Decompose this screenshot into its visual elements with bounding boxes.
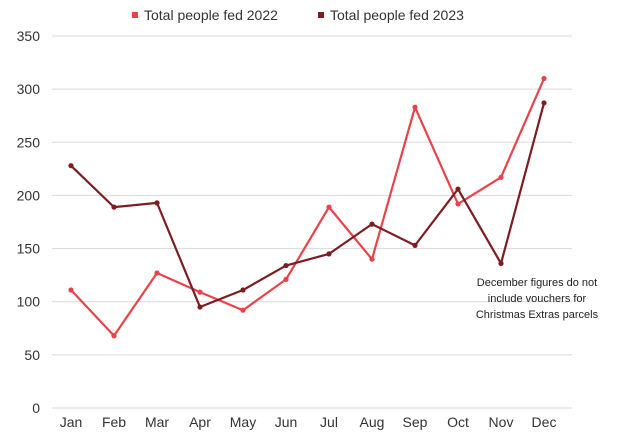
legend-label: Total people fed 2022 — [144, 7, 278, 23]
data-point — [283, 262, 289, 269]
data-point — [111, 204, 117, 210]
data-point — [197, 304, 203, 310]
data-point — [412, 104, 418, 110]
gridlines — [52, 35, 572, 409]
y-tick-label: 250 — [17, 134, 41, 150]
x-tick-label: Jan — [60, 414, 83, 430]
data-point — [240, 307, 246, 313]
y-tick-label: 200 — [17, 187, 41, 203]
data-point — [68, 287, 74, 293]
data-point — [498, 260, 504, 267]
data-point — [240, 287, 246, 293]
y-tick-label: 350 — [17, 28, 41, 44]
x-tick-label: Aug — [360, 414, 385, 430]
legend-marker — [132, 12, 138, 18]
y-axis-ticks: 0 50 100 150 200 250 300 350 — [17, 28, 41, 416]
data-point — [154, 200, 160, 206]
data-point — [154, 270, 160, 276]
x-tick-label: Sep — [403, 414, 428, 430]
y-tick-label: 100 — [17, 294, 41, 310]
annotation-line: Christmas Extras parcels — [476, 309, 599, 321]
legend-label: Total people fed 2023 — [330, 7, 464, 23]
data-point — [326, 251, 332, 257]
y-tick-label: 0 — [32, 400, 40, 416]
y-tick-label: 150 — [17, 241, 41, 257]
series-group — [68, 75, 547, 339]
series-line — [70, 78, 546, 337]
data-point — [369, 256, 375, 262]
data-point — [197, 289, 203, 295]
x-tick-label: Jun — [275, 414, 298, 430]
x-tick-label: Nov — [489, 414, 514, 430]
data-point — [326, 204, 332, 210]
data-point — [498, 174, 504, 180]
series-line — [70, 102, 546, 309]
series-1 — [68, 75, 547, 339]
x-tick-label: Apr — [189, 414, 211, 430]
x-tick-label: Oct — [447, 414, 469, 430]
data-point — [412, 242, 418, 248]
y-tick-label: 300 — [17, 81, 41, 97]
x-tick-label: May — [230, 414, 256, 430]
data-point — [455, 201, 461, 207]
x-tick-label: Jul — [320, 414, 338, 430]
december-annotation: December figures do not include vouchers … — [476, 277, 599, 321]
data-point — [541, 75, 547, 82]
legend-marker — [318, 12, 324, 18]
x-axis-ticks: Jan Feb Mar Apr May Jun Jul Aug Sep Oct Nov Dec — [60, 414, 557, 430]
annotation-line: December figures do not — [477, 277, 597, 289]
y-tick-label: 50 — [24, 347, 40, 363]
data-point — [369, 221, 375, 227]
data-point — [111, 333, 117, 339]
annotation-line: include vouchers for — [488, 293, 587, 305]
data-point — [68, 163, 74, 169]
series-2 — [68, 100, 547, 310]
data-point — [283, 276, 289, 282]
x-tick-label: Feb — [102, 414, 126, 430]
data-point — [455, 186, 461, 192]
x-tick-label: Mar — [145, 414, 169, 430]
legend: Total people fed 2022 Total people fed 20… — [132, 7, 464, 23]
data-point — [541, 100, 547, 106]
x-tick-label: Dec — [532, 414, 557, 430]
